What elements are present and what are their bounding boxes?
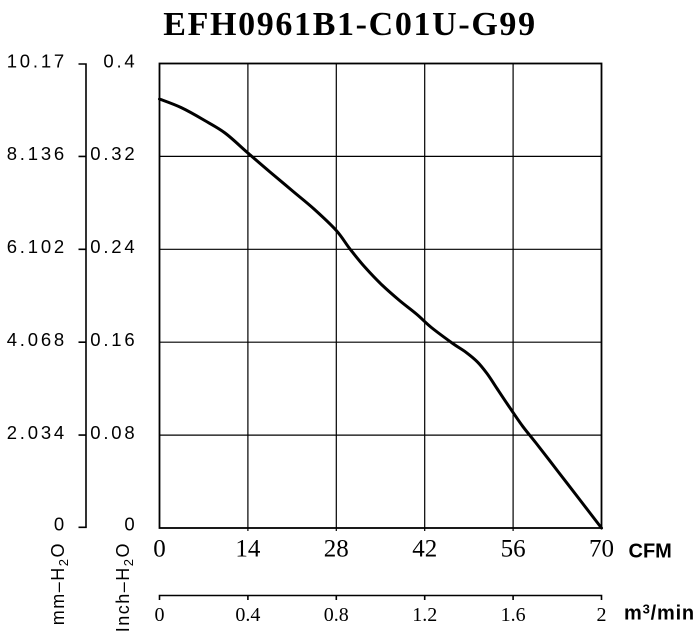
svg-text:0.4: 0.4 (103, 50, 137, 71)
svg-text:42: 42 (412, 536, 437, 563)
svg-text:Inch–H2O: Inch–H2O (113, 542, 136, 632)
svg-text:CFM: CFM (629, 541, 672, 563)
svg-text:28: 28 (324, 536, 349, 563)
svg-text:0.32: 0.32 (90, 143, 137, 164)
svg-text:6.102: 6.102 (7, 236, 67, 257)
svg-text:m3/min: m3/min (624, 602, 695, 625)
svg-text:4.068: 4.068 (7, 329, 67, 350)
svg-text:mm–H2O: mm–H2O (48, 542, 71, 625)
svg-text:70: 70 (589, 536, 614, 563)
svg-text:56: 56 (501, 536, 526, 563)
svg-text:0.08: 0.08 (90, 422, 137, 443)
svg-text:1.6: 1.6 (501, 604, 526, 626)
svg-text:8.136: 8.136 (7, 143, 67, 164)
svg-text:0: 0 (155, 604, 165, 626)
svg-text:0.24: 0.24 (90, 236, 137, 257)
svg-text:0.16: 0.16 (90, 329, 137, 350)
svg-text:2.034: 2.034 (7, 422, 67, 443)
svg-text:0.8: 0.8 (324, 604, 349, 626)
svg-text:0: 0 (153, 536, 166, 563)
svg-text:0.4: 0.4 (235, 604, 260, 626)
svg-text:2: 2 (597, 604, 607, 626)
svg-text:0: 0 (124, 514, 137, 535)
svg-text:1.2: 1.2 (412, 604, 437, 626)
svg-text:10.17: 10.17 (7, 50, 67, 71)
svg-text:EFH0961B1-C01U-G99: EFH0961B1-C01U-G99 (163, 6, 536, 43)
svg-text:14: 14 (235, 536, 261, 563)
svg-text:0: 0 (54, 514, 67, 535)
